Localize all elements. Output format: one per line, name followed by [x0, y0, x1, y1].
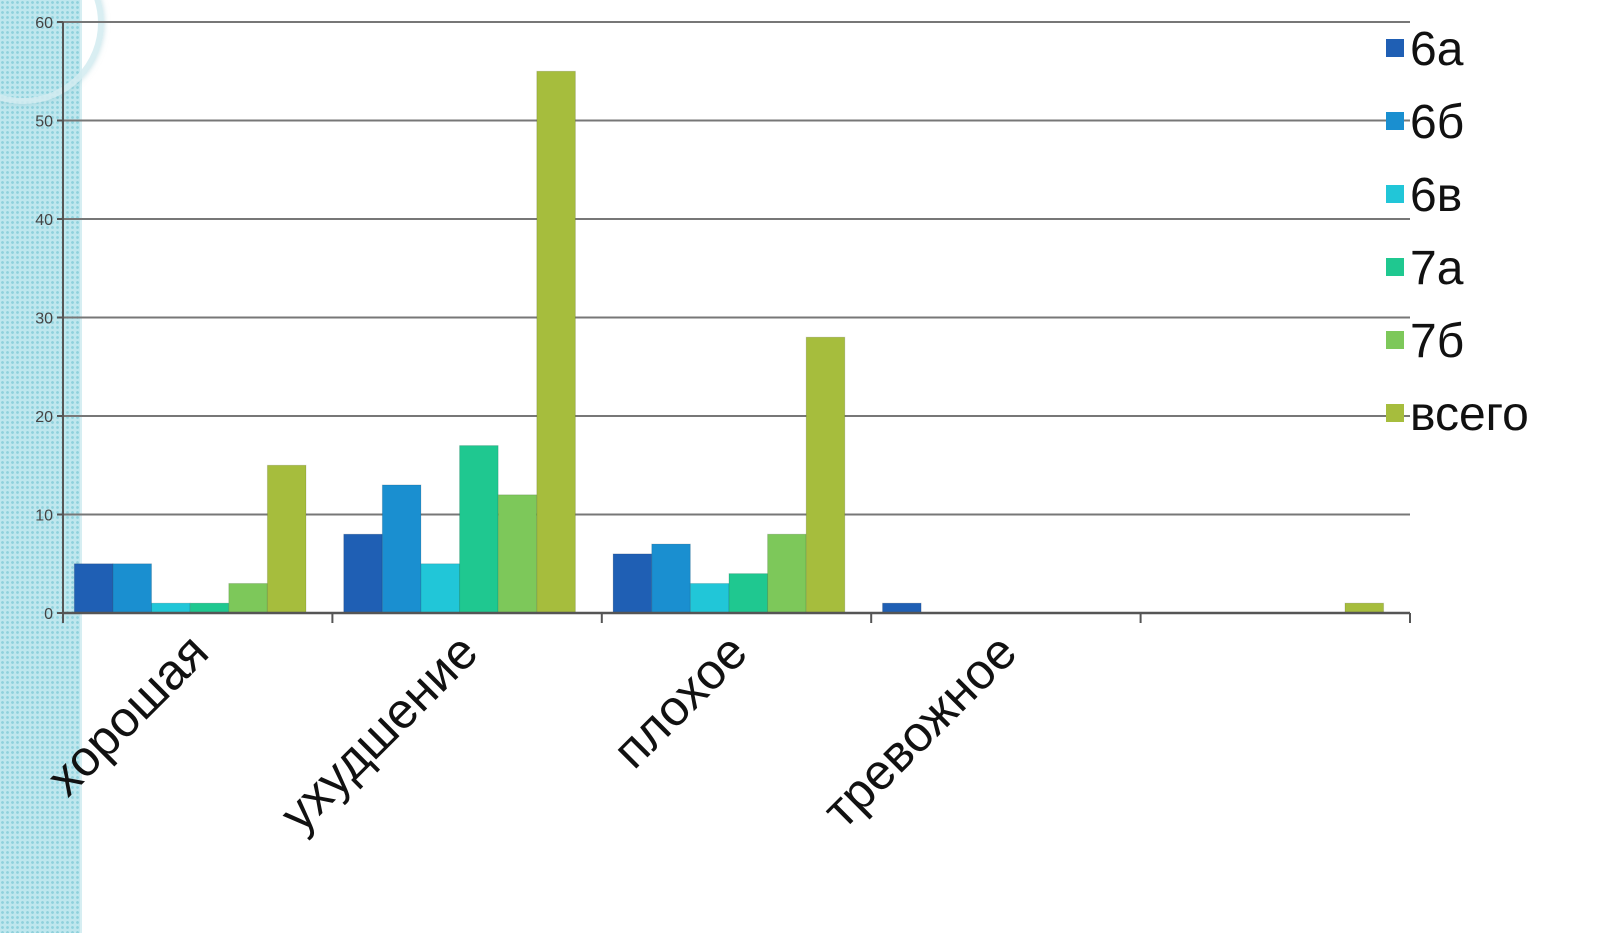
bar: [497, 494, 538, 614]
bar: [882, 602, 922, 614]
legend-label: 7а: [1410, 242, 1464, 295]
y-tick-label: 10: [35, 508, 53, 525]
bar: [651, 543, 691, 614]
bar: [73, 563, 114, 614]
legend-label: 6б: [1410, 96, 1464, 149]
y-tick-label: 60: [35, 15, 53, 32]
legend-label: 6а: [1410, 23, 1464, 76]
bar: [805, 336, 846, 614]
bar: [420, 563, 461, 614]
y-tick-label: 20: [35, 409, 53, 426]
bar: [343, 533, 383, 614]
bar: [767, 533, 807, 614]
bar: [112, 563, 153, 614]
bar: [689, 582, 730, 614]
x-tick-label: плохое: [602, 623, 758, 779]
bar: [151, 602, 191, 614]
legend-swatch: [1386, 404, 1404, 422]
axes: [57, 21, 1411, 623]
bar: [536, 70, 576, 614]
y-tick-label: 40: [35, 212, 53, 229]
legend-swatch: [1386, 112, 1404, 130]
bar: [228, 582, 268, 614]
gridlines: [63, 21, 1410, 516]
legend-label: 7б: [1410, 315, 1464, 368]
legend: 6а 6б 6в 7а 7б всего: [1386, 23, 1529, 441]
bar: [381, 484, 422, 614]
bar: [189, 602, 230, 614]
bar: [612, 553, 653, 614]
bars-group: [73, 70, 1385, 614]
bar: [1344, 602, 1385, 614]
x-tick-label: ухудшение: [269, 623, 488, 842]
y-tick-labels: 0 10 20 30 40 50 60: [35, 15, 53, 623]
bar: [459, 445, 499, 614]
y-tick-label: 30: [35, 311, 53, 328]
bar: [728, 573, 769, 614]
legend-swatch: [1386, 258, 1404, 276]
legend-swatch: [1386, 331, 1404, 349]
y-tick-label: 0: [44, 606, 53, 623]
x-tick-labels: хорошая ухудшение плохое тревожное: [36, 623, 1027, 842]
legend-swatch: [1386, 185, 1404, 203]
legend-swatch: [1386, 39, 1404, 57]
legend-label: 6в: [1410, 169, 1462, 222]
legend-label: всего: [1410, 388, 1529, 441]
y-tick-label: 50: [35, 114, 53, 131]
bar: [266, 464, 307, 614]
decorative-side-strip: [0, 0, 82, 933]
x-tick-label: хорошая: [36, 623, 219, 806]
x-tick-label: тревожное: [812, 623, 1027, 838]
